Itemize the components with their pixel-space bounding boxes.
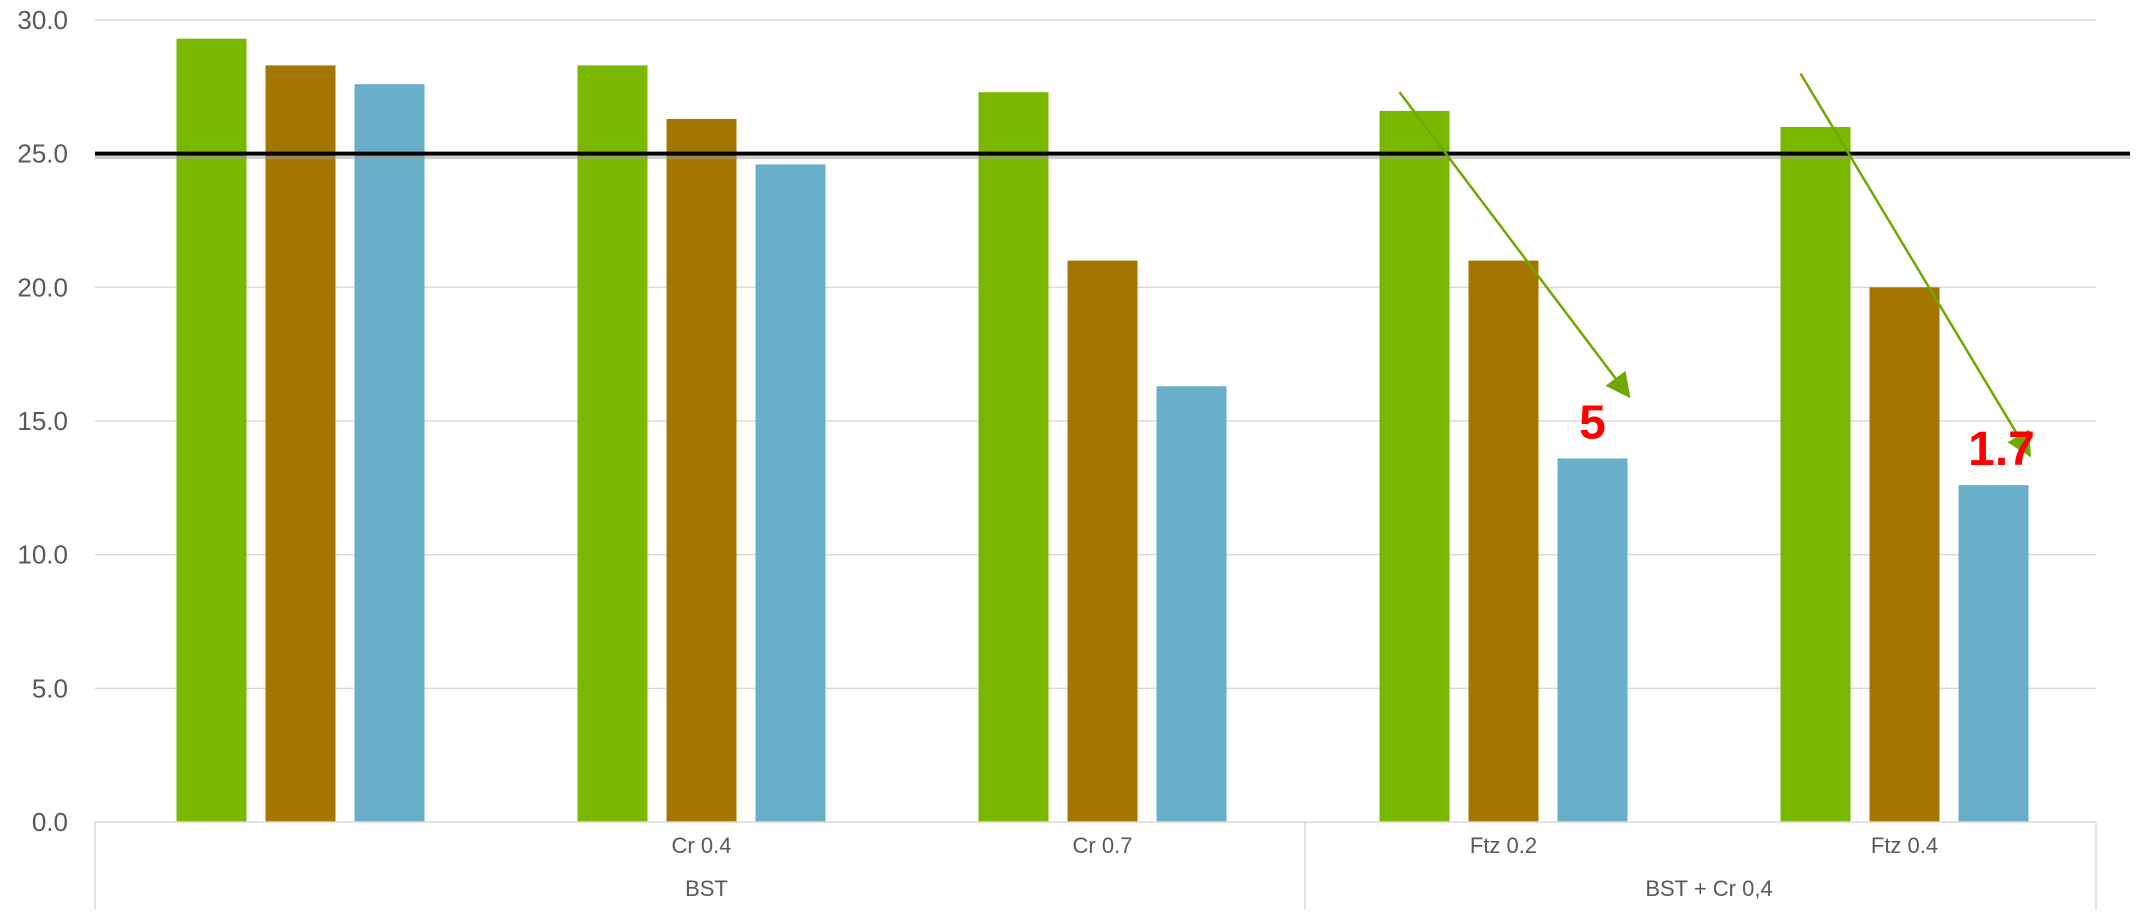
bar — [1067, 260, 1138, 823]
y-axis-ticks: 0.0 5.0 10.0 15.0 20.0 25.0 30.0 — [17, 5, 68, 837]
reference-line-layer — [95, 151, 2130, 160]
bar — [1156, 386, 1227, 822]
bar — [1958, 485, 2029, 822]
trend-arrow — [1398, 91, 1631, 399]
bar — [755, 164, 826, 823]
y-tick-label: 15.0 — [17, 406, 68, 436]
bar — [1468, 260, 1539, 823]
bar — [1869, 287, 1940, 822]
bar — [577, 65, 648, 823]
bar — [666, 118, 737, 822]
annotation-label: 5 — [1579, 396, 1606, 449]
bar — [176, 38, 247, 823]
y-tick-label: 0.0 — [32, 807, 68, 837]
bar — [1557, 458, 1628, 822]
annotations: 51.7 — [1579, 396, 2035, 476]
bar — [1780, 126, 1851, 822]
y-tick-label: 25.0 — [17, 139, 68, 169]
bar — [978, 92, 1049, 823]
y-tick-label: 20.0 — [17, 272, 68, 302]
bars — [176, 38, 2029, 823]
category-label: Cr 0.7 — [1073, 833, 1133, 858]
bar — [1379, 110, 1450, 823]
y-tick-label: 30.0 — [17, 5, 68, 35]
category-axis: BST BST + Cr 0,4 Cr 0.4 Cr 0.7 Ftz 0.2 Ftz 0.… — [94, 821, 2097, 910]
y-tick-label: 5.0 — [32, 673, 68, 703]
y-tick-label: 10.0 — [17, 540, 68, 570]
bar — [354, 84, 425, 822]
category-label: Ftz 0.4 — [1871, 833, 1938, 858]
group-label: BST — [685, 876, 728, 901]
category-label: Cr 0.4 — [672, 833, 732, 858]
category-label: Ftz 0.2 — [1470, 833, 1537, 858]
group-label: BST + Cr 0,4 — [1645, 876, 1772, 901]
trend-arrow — [1799, 72, 2032, 458]
bar — [265, 65, 336, 823]
arrows — [1398, 72, 2032, 458]
annotation-label: 1.7 — [1968, 423, 2035, 476]
